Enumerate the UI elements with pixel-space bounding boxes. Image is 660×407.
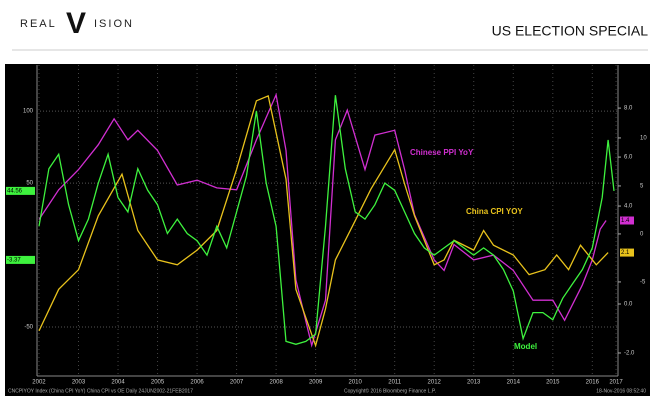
x-tick-label: 2015 bbox=[546, 380, 560, 386]
footer-text: Copyright© 2016 Bloomberg Finance L.P. bbox=[344, 387, 436, 394]
series-line bbox=[38, 92, 607, 348]
value-badge-label: -3.37 bbox=[7, 257, 21, 263]
y3-tick-label: 0 bbox=[640, 232, 644, 238]
y2-tick-label: 0.0 bbox=[624, 302, 633, 308]
x-tick-label: 2003 bbox=[72, 380, 86, 386]
x-tick-label: 2010 bbox=[348, 380, 362, 386]
x-tick-label: 2016 bbox=[586, 380, 600, 386]
value-badge-label: 2.1 bbox=[621, 250, 630, 256]
x-tick-label: 2007 bbox=[230, 380, 244, 386]
x-tick-label: 2006 bbox=[190, 380, 204, 386]
series-label: Chinese PPI YoY bbox=[410, 148, 474, 157]
value-badge-label: 44.56 bbox=[7, 188, 23, 194]
x-tick-label: 2002 bbox=[32, 380, 46, 386]
x-tick-label: 2017 bbox=[609, 380, 623, 386]
y2-tick-label: 8.0 bbox=[624, 106, 633, 112]
value-badge bbox=[6, 186, 35, 195]
series-label: Model bbox=[514, 342, 537, 351]
footer-text: CNCPIYOY Index (China CPI YoY) China CPI… bbox=[8, 388, 193, 394]
logo-right: ISION bbox=[94, 18, 134, 30]
page-title: US ELECTION SPECIAL bbox=[492, 23, 649, 39]
y2-tick-label: 6.0 bbox=[624, 155, 633, 161]
series-line bbox=[38, 95, 615, 345]
y2-tick-label: -2.0 bbox=[624, 351, 635, 357]
footer-text: 18-Nov-2016 08:52:40 bbox=[596, 388, 646, 394]
x-tick-label: 2005 bbox=[151, 380, 165, 386]
logo-left: REAL bbox=[20, 18, 57, 30]
y-tick-label: 50 bbox=[26, 181, 33, 187]
value-badge bbox=[620, 216, 634, 225]
y2-tick-label: 4.0 bbox=[624, 204, 633, 210]
y3-tick-label: -5 bbox=[640, 280, 646, 286]
y-tick-label: -50 bbox=[24, 325, 33, 331]
value-badge bbox=[620, 248, 634, 257]
value-badge bbox=[6, 255, 35, 264]
chart-background bbox=[5, 64, 650, 396]
series-line bbox=[38, 95, 609, 348]
x-tick-label: 2014 bbox=[507, 380, 521, 386]
y3-tick-label: 10 bbox=[640, 136, 647, 142]
x-tick-label: 2004 bbox=[111, 380, 125, 386]
x-tick-label: 2009 bbox=[309, 380, 323, 386]
logo-v: V bbox=[66, 7, 86, 40]
x-tick-label: 2008 bbox=[269, 380, 283, 386]
y3-tick-label: 5 bbox=[640, 184, 644, 190]
x-tick-label: 2012 bbox=[428, 380, 442, 386]
series-label: China CPI YOY bbox=[466, 207, 523, 216]
x-tick-label: 2011 bbox=[388, 380, 402, 386]
y-tick-label: 100 bbox=[23, 109, 34, 115]
value-badge-label: 1.4 bbox=[621, 218, 630, 224]
x-tick-label: 2013 bbox=[467, 380, 481, 386]
